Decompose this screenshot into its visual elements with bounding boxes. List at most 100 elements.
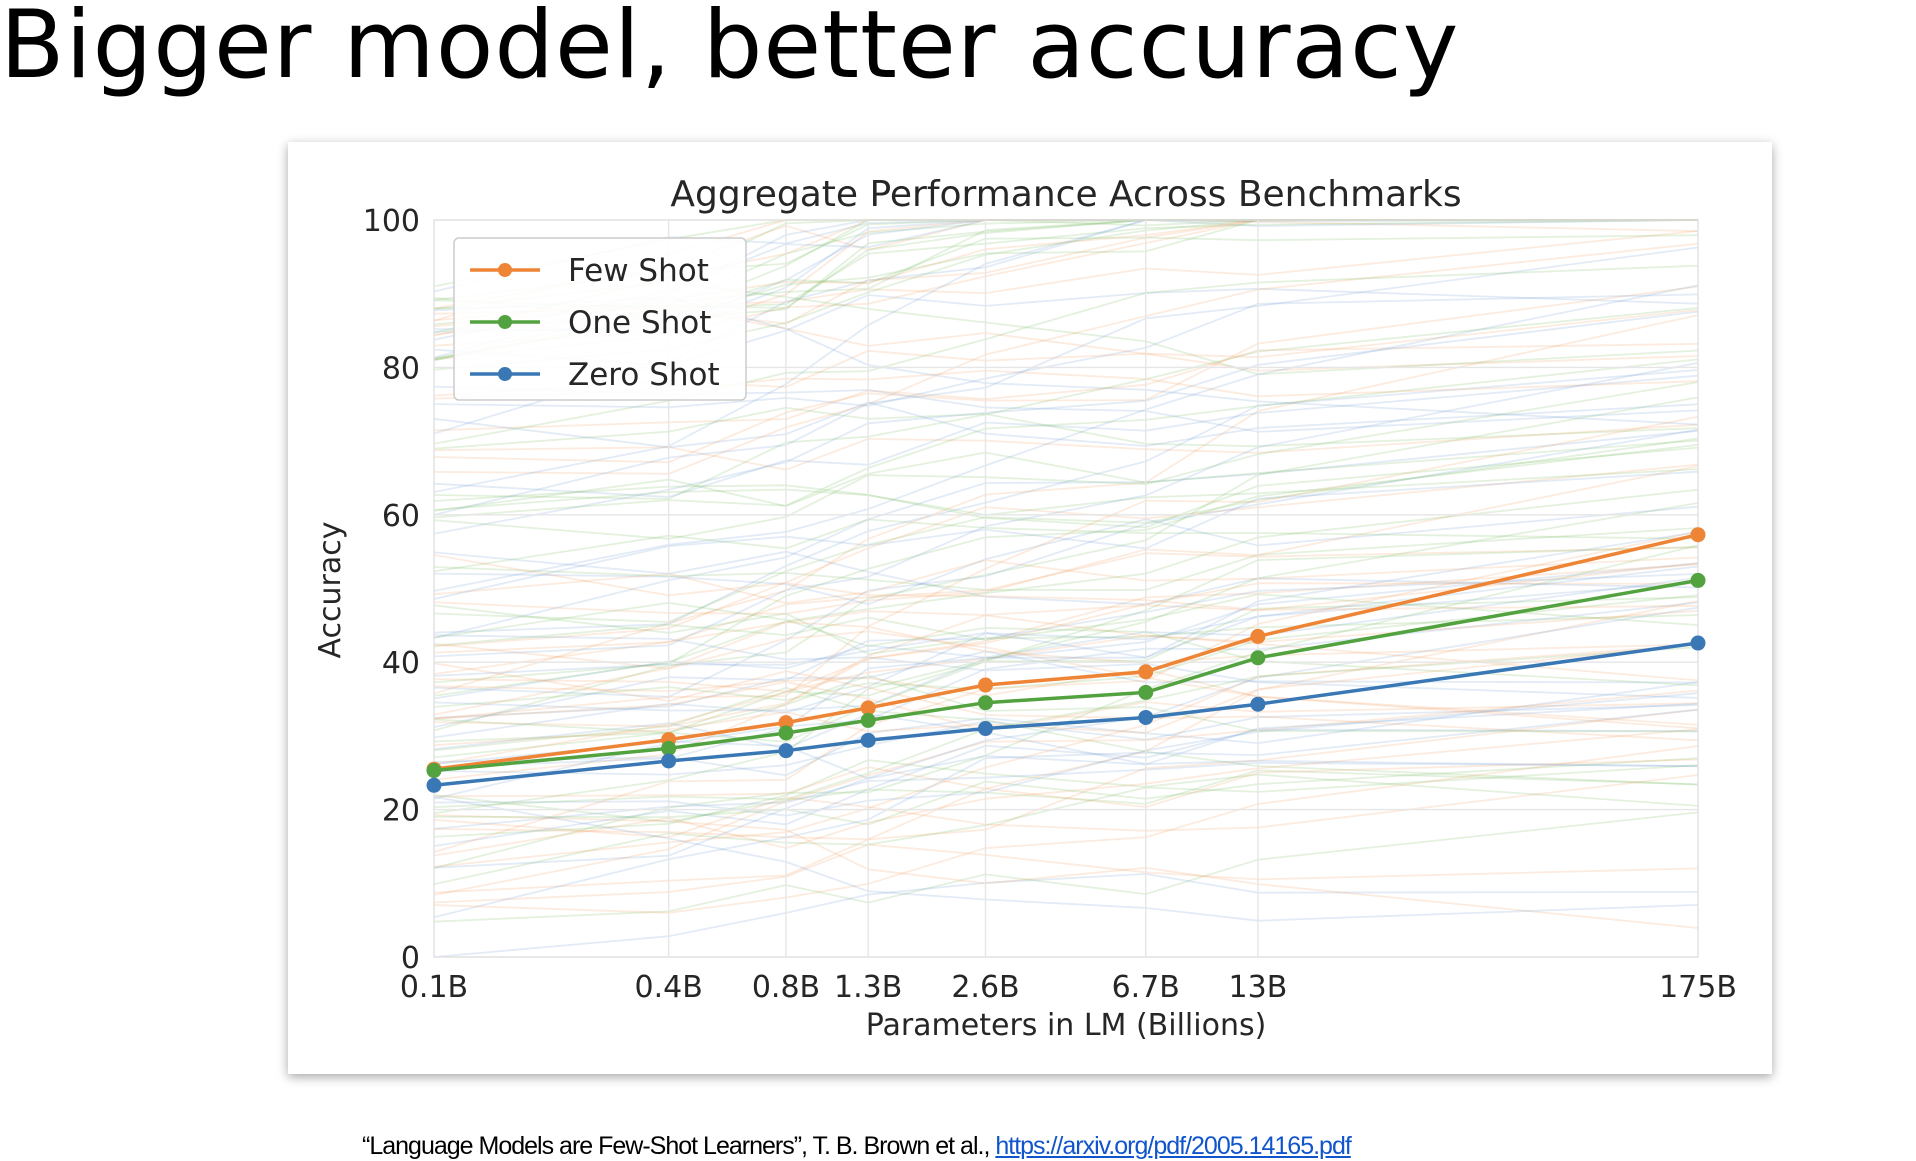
- background-line: [433, 502, 1699, 815]
- background-line: [433, 556, 1699, 605]
- y-tick-label: 100: [363, 204, 420, 239]
- background-line: [433, 396, 1699, 732]
- x-tick-label: 2.6B: [951, 970, 1019, 1005]
- legend-marker: [498, 315, 512, 329]
- y-tick-label: 80: [382, 351, 420, 386]
- background-line: [433, 310, 1699, 535]
- background-line: [433, 674, 1699, 734]
- legend-marker: [498, 263, 512, 277]
- data-point: [426, 777, 442, 793]
- legend-item: Few Shot: [470, 253, 709, 289]
- y-tick-label: 0: [401, 941, 420, 976]
- data-point: [977, 721, 993, 737]
- background-line: [433, 774, 1699, 839]
- legend-label: Zero Shot: [568, 357, 720, 393]
- background-line: [433, 606, 1699, 869]
- background-line: [433, 242, 1699, 475]
- series-layer: [426, 527, 1706, 793]
- background-line: [433, 544, 1699, 869]
- background-benchmark-lines: [433, 219, 1699, 958]
- background-line: [433, 374, 1699, 498]
- y-tick-label: 60: [382, 499, 420, 534]
- y-tick-label: 20: [382, 794, 420, 829]
- y-tick-label: 40: [382, 646, 420, 681]
- background-line: [433, 764, 1699, 886]
- data-point: [977, 677, 993, 693]
- background-line: [433, 596, 1699, 759]
- background-line: [433, 530, 1699, 853]
- background-line: [433, 565, 1699, 677]
- background-line: [433, 358, 1699, 519]
- x-tick-label: 175B: [1659, 970, 1737, 1005]
- series-zero-shot: [426, 635, 1706, 793]
- background-line: [433, 381, 1699, 540]
- chart: Aggregate Performance Across Benchmarks …: [313, 174, 1737, 1043]
- background-line: [433, 284, 1699, 592]
- background-line: [433, 369, 1699, 634]
- background-line: [433, 550, 1699, 606]
- data-point: [778, 725, 794, 741]
- chart-title: Aggregate Performance Across Benchmarks: [670, 174, 1461, 215]
- data-point: [1250, 650, 1266, 666]
- background-line: [433, 518, 1699, 573]
- data-point: [860, 712, 876, 728]
- background-line: [433, 562, 1699, 712]
- background-line: [433, 692, 1699, 817]
- background-line: [433, 630, 1699, 726]
- background-line: [433, 872, 1699, 958]
- background-line: [433, 662, 1699, 742]
- background-line: [433, 527, 1699, 591]
- background-line: [433, 702, 1699, 780]
- data-point: [1690, 572, 1706, 588]
- data-point: [1250, 696, 1266, 712]
- background-line: [433, 634, 1699, 699]
- legend-marker: [498, 367, 512, 381]
- series-line: [433, 532, 1699, 771]
- x-tick-label: 6.7B: [1112, 970, 1180, 1005]
- background-line: [433, 757, 1699, 826]
- data-point: [1690, 527, 1706, 543]
- background-line: [433, 644, 1699, 868]
- background-line: [433, 314, 1699, 695]
- background-line: [433, 759, 1699, 838]
- x-tick-label: 0.8B: [752, 970, 820, 1005]
- background-line: [433, 594, 1699, 708]
- background-line: [433, 761, 1699, 830]
- background-line: [433, 406, 1699, 450]
- background-line: [433, 593, 1699, 647]
- legend-box: [453, 237, 747, 401]
- data-point: [1138, 709, 1154, 725]
- background-line: [433, 437, 1699, 623]
- background-line: [433, 769, 1699, 823]
- chart-legend: Few Shot One Shot Zero Shot: [453, 237, 747, 401]
- background-line: [433, 681, 1699, 732]
- legend-label: One Shot: [568, 305, 711, 341]
- x-tick-label: 13B: [1229, 970, 1288, 1005]
- background-line: [433, 307, 1699, 500]
- data-point: [1690, 635, 1706, 651]
- background-line: [433, 428, 1699, 698]
- background-line: [433, 708, 1699, 894]
- data-point: [1138, 664, 1154, 680]
- background-line: [433, 285, 1699, 464]
- data-point: [977, 695, 993, 711]
- background-line: [433, 415, 1699, 720]
- legend-item: One Shot: [470, 305, 711, 341]
- background-line: [433, 463, 1699, 648]
- background-line: [433, 465, 1699, 615]
- data-point: [860, 700, 876, 716]
- data-point: [661, 753, 677, 769]
- background-line: [433, 439, 1699, 512]
- chart-axes: 0 20 40 60 80 100 0.1B 0.4B 0.8B 1.3B 2.6B 6.7B 13B 1…: [363, 204, 1737, 1005]
- background-line: [433, 713, 1699, 768]
- citation-link[interactable]: https://arxiv.org/pdf/2005.14165.pdf: [995, 1132, 1351, 1160]
- background-line: [433, 429, 1699, 639]
- data-point: [661, 740, 677, 756]
- background-line: [433, 468, 1699, 516]
- background-line: [433, 246, 1699, 516]
- citation-text: “Language Models are Few-Shot Learners”,…: [362, 1132, 996, 1160]
- y-axis-label: Accuracy: [313, 522, 348, 659]
- background-line: [433, 546, 1699, 654]
- background-line: [433, 668, 1699, 730]
- background-line: [433, 582, 1699, 766]
